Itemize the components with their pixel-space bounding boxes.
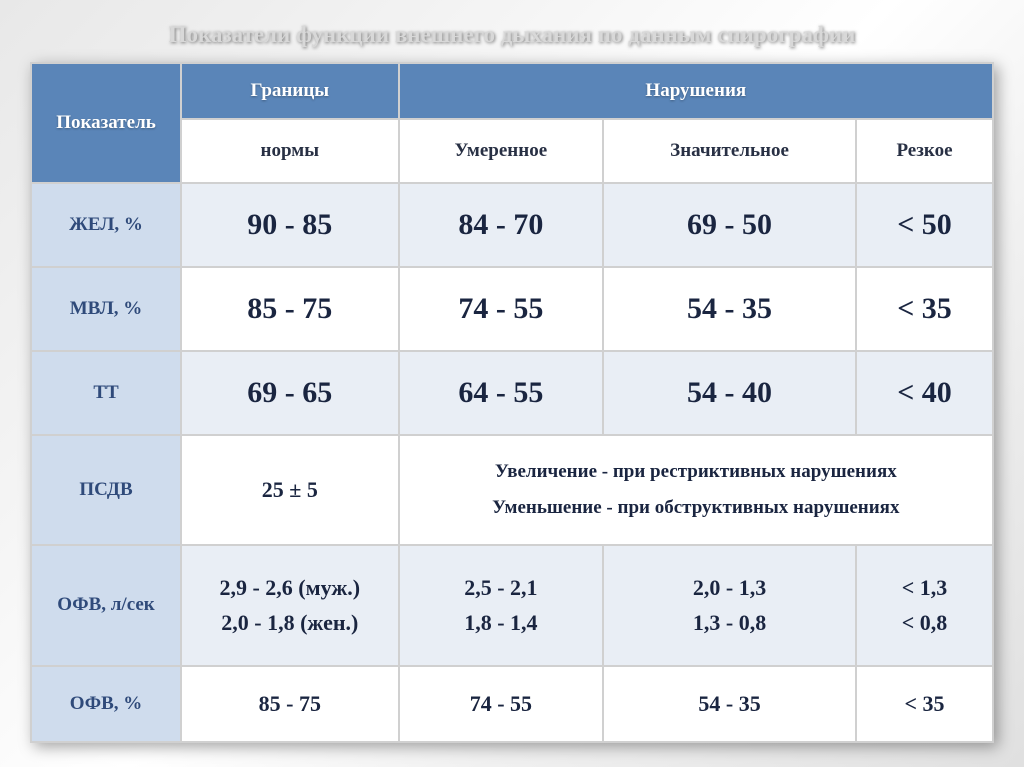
slide-title: Показатели функции внешнего дыхания по д… <box>0 0 1024 62</box>
cell: 90 - 85 <box>181 183 399 267</box>
cell-line: 2,0 - 1,3 <box>612 570 847 605</box>
cell: < 1,3 < 0,8 <box>856 545 993 665</box>
cell: 85 - 75 <box>181 666 399 742</box>
ofv-norm-f: 2,0 - 1,8 (жен.) <box>190 605 390 640</box>
row-label-zhel: ЖЕЛ, % <box>31 183 181 267</box>
cell: 85 - 75 <box>181 267 399 351</box>
cell: < 35 <box>856 666 993 742</box>
table-container: Показатель Границы Нарушения нормы Умере… <box>0 62 1024 743</box>
ofv-norm-m: 2,9 - 2,6 (муж.) <box>190 570 390 605</box>
cell: 69 - 65 <box>181 351 399 435</box>
spirography-table: Показатель Границы Нарушения нормы Умере… <box>30 62 994 743</box>
cell: < 50 <box>856 183 993 267</box>
col-indicator: Показатель <box>31 63 181 183</box>
row-label-ofv-pct: ОФВ, % <box>31 666 181 742</box>
sub-significant: Значительное <box>603 119 856 183</box>
cell: < 35 <box>856 267 993 351</box>
cell: 25 ± 5 <box>181 435 399 545</box>
row-label-ofv-ls: ОФВ, л/сек <box>31 545 181 665</box>
cell-line: 1,3 - 0,8 <box>612 605 847 640</box>
table-row: ПСДВ 25 ± 5 Увеличение - при рестриктивн… <box>31 435 993 545</box>
cell: 2,0 - 1,3 1,3 - 0,8 <box>603 545 856 665</box>
cell: 74 - 55 <box>399 666 604 742</box>
cell: 2,9 - 2,6 (муж.) 2,0 - 1,8 (жен.) <box>181 545 399 665</box>
row-label-tt: ТТ <box>31 351 181 435</box>
cell-line: < 1,3 <box>865 570 984 605</box>
cell: 84 - 70 <box>399 183 604 267</box>
col-violations: Нарушения <box>399 63 993 119</box>
cell-line: 2,5 - 2,1 <box>408 570 595 605</box>
cell: < 40 <box>856 351 993 435</box>
cell: 64 - 55 <box>399 351 604 435</box>
cell: 74 - 55 <box>399 267 604 351</box>
table-row: ЖЕЛ, % 90 - 85 84 - 70 69 - 50 < 50 <box>31 183 993 267</box>
col-borders: Границы <box>181 63 399 119</box>
sub-moderate: Умеренное <box>399 119 604 183</box>
table-row: МВЛ, % 85 - 75 74 - 55 54 - 35 < 35 <box>31 267 993 351</box>
psdv-note: Увеличение - при рестриктивных нарушения… <box>399 435 993 545</box>
table-row: ОФВ, л/сек 2,9 - 2,6 (муж.) 2,0 - 1,8 (ж… <box>31 545 993 665</box>
row-label-psdv: ПСДВ <box>31 435 181 545</box>
header-row: Показатель Границы Нарушения <box>31 63 993 119</box>
sub-severe: Резкое <box>856 119 993 183</box>
sub-norm: нормы <box>181 119 399 183</box>
cell-line: < 0,8 <box>865 605 984 640</box>
cell-line: 1,8 - 1,4 <box>408 605 595 640</box>
cell: 2,5 - 2,1 1,8 - 1,4 <box>399 545 604 665</box>
row-label-mvl: МВЛ, % <box>31 267 181 351</box>
cell: 54 - 35 <box>603 267 856 351</box>
psdv-note-line1: Увеличение - при рестриктивных нарушения… <box>412 454 980 490</box>
table-row: ОФВ, % 85 - 75 74 - 55 54 - 35 < 35 <box>31 666 993 742</box>
cell: 69 - 50 <box>603 183 856 267</box>
psdv-note-line2: Уменьшение - при обструктивных нарушения… <box>412 490 980 526</box>
table-row: ТТ 69 - 65 64 - 55 54 - 40 < 40 <box>31 351 993 435</box>
cell: 54 - 40 <box>603 351 856 435</box>
cell: 54 - 35 <box>603 666 856 742</box>
